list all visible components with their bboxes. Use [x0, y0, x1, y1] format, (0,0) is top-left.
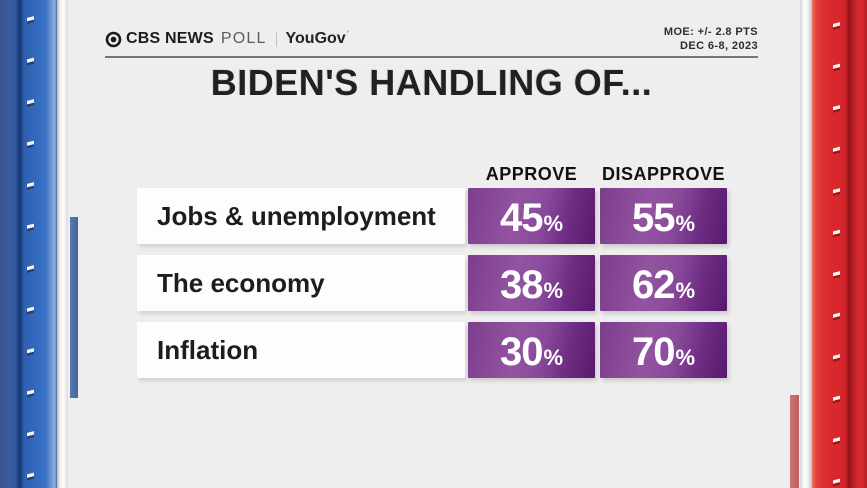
disapprove-value-jobs: 55%: [600, 188, 727, 244]
disapprove-value-economy: 62%: [600, 255, 727, 311]
percent-sign: %: [543, 345, 564, 370]
approve-value-economy: 38%: [468, 255, 595, 311]
right-page-edge: [800, 0, 812, 488]
brand-show: POLL: [220, 30, 267, 47]
cbs-eye-icon: [105, 31, 122, 48]
column-header-disapprove: DISAPPROVE: [601, 164, 726, 184]
red-bookmark-tab: [790, 395, 799, 488]
header-rule: [105, 56, 758, 58]
percent-sign: %: [675, 211, 696, 236]
disapprove-number: 55: [631, 196, 675, 240]
brand-partner: YouGov: [285, 30, 346, 47]
brand-network: CBS NEWS: [126, 30, 214, 47]
percent-sign: %: [543, 211, 564, 236]
percent-sign: %: [675, 345, 696, 370]
brand-partner-mark: ’: [346, 29, 349, 39]
approve-number: 38: [499, 263, 543, 307]
column-header-approve: APPROVE: [485, 164, 578, 184]
row-label-inflation: Inflation: [137, 322, 465, 378]
poll-date: DEC 6-8, 2023: [680, 39, 758, 52]
row-label-jobs: Jobs & unemployment: [137, 188, 465, 244]
disapprove-number: 70: [631, 330, 675, 374]
percent-sign: %: [543, 278, 564, 303]
page-title: BIDEN'S HANDLING OF...: [210, 62, 653, 103]
approve-number: 45: [499, 196, 543, 240]
left-page-edge: [57, 0, 68, 488]
blue-bookmark-tab: [70, 217, 78, 398]
brand-divider: [275, 31, 277, 47]
approve-number: 30: [499, 330, 543, 374]
approve-value-jobs: 45%: [468, 188, 595, 244]
left-stitches: [27, 0, 34, 488]
poll-moe: MOE: +/- 2.8 PTS: [663, 26, 758, 38]
disapprove-value-inflation: 70%: [600, 322, 727, 378]
approve-value-inflation: 30%: [468, 322, 595, 378]
percent-sign: %: [675, 278, 696, 303]
row-label-economy: The economy: [137, 255, 465, 311]
right-stitches: [833, 0, 840, 488]
brand-logo: CBS NEWS POLL YouGov ’: [105, 29, 349, 48]
poll-meta: MOE: +/- 2.8 PTS DEC 6-8, 2023: [664, 26, 758, 53]
disapprove-number: 62: [631, 263, 675, 307]
